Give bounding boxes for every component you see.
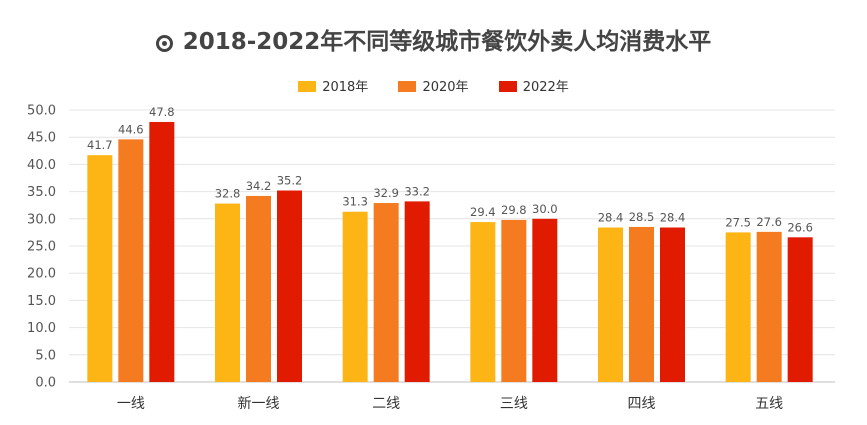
y-tick-label: 35.0 (27, 185, 56, 200)
data-label: 27.6 (756, 215, 782, 229)
y-tick-label: 5.0 (35, 348, 56, 363)
x-tick-label: 五线 (755, 396, 783, 412)
bar (756, 231, 782, 382)
bar (404, 201, 430, 382)
y-tick-label: 0.0 (35, 376, 56, 391)
bar (629, 226, 654, 382)
data-label: 33.2 (404, 184, 430, 198)
data-label: 41.7 (87, 138, 113, 152)
target-icon (155, 35, 173, 52)
y-tick-label: 50.0 (27, 104, 56, 119)
y-tick-label: 10.0 (27, 321, 56, 336)
chart-legend: 2018年 2020年 2022年 (0, 76, 867, 95)
data-label: 31.3 (342, 195, 368, 209)
bar (215, 203, 240, 382)
data-label: 30.0 (532, 202, 558, 216)
bar (501, 219, 527, 382)
chart-title-text: 2018-2022年不同等级城市餐饮外卖人均消费水平 (182, 29, 712, 55)
y-tick-label: 40.0 (27, 158, 56, 173)
data-label: 28.5 (629, 210, 655, 224)
bar (342, 211, 368, 382)
bar (118, 139, 144, 382)
x-tick-label: 一线 (117, 396, 145, 412)
bar (532, 218, 558, 382)
bar (725, 232, 751, 382)
y-tick-label: 25.0 (27, 240, 56, 255)
y-tick-label: 15.0 (27, 294, 56, 309)
y-tick-label: 45.0 (27, 131, 56, 146)
bar (373, 203, 399, 382)
legend-item-2022: 2022年 (498, 76, 569, 95)
legend-label-2022: 2022年 (522, 80, 569, 95)
data-label: 47.8 (149, 105, 175, 119)
x-tick-label: 四线 (628, 396, 656, 412)
bar (787, 237, 813, 382)
data-label: 27.5 (725, 215, 751, 229)
bar (660, 227, 685, 382)
data-label: 29.8 (501, 203, 527, 217)
data-label: 44.6 (118, 122, 144, 136)
data-label: 35.2 (277, 174, 303, 188)
bar (598, 227, 623, 382)
legend-item-2018: 2018年 (298, 76, 368, 95)
y-tick-label: 20.0 (27, 267, 56, 282)
legend-swatch-2018 (298, 81, 317, 92)
chart-title: 2018-2022年不同等级城市餐饮外卖人均消费水平 (0, 22, 867, 56)
data-label: 28.4 (660, 211, 686, 225)
bar (246, 195, 271, 382)
legend-item-2020: 2020年 (398, 76, 469, 95)
data-label: 29.4 (470, 205, 496, 219)
bar (277, 190, 302, 382)
data-label: 28.4 (598, 211, 624, 225)
x-tick-label: 新一线 (238, 396, 280, 412)
y-tick-label: 30.0 (27, 212, 56, 227)
bar (87, 155, 113, 382)
x-tick-label: 二线 (372, 396, 400, 412)
legend-label-2020: 2020年 (422, 80, 469, 95)
data-label: 26.6 (787, 220, 813, 234)
legend-label-2018: 2018年 (322, 80, 369, 95)
bar (149, 121, 175, 382)
data-label: 32.8 (215, 187, 241, 201)
legend-swatch-2020 (398, 81, 417, 92)
bar (470, 222, 496, 382)
data-label: 32.9 (373, 186, 399, 200)
legend-swatch-2022 (498, 81, 517, 92)
data-label: 34.2 (246, 179, 272, 193)
x-tick-label: 三线 (500, 396, 528, 412)
